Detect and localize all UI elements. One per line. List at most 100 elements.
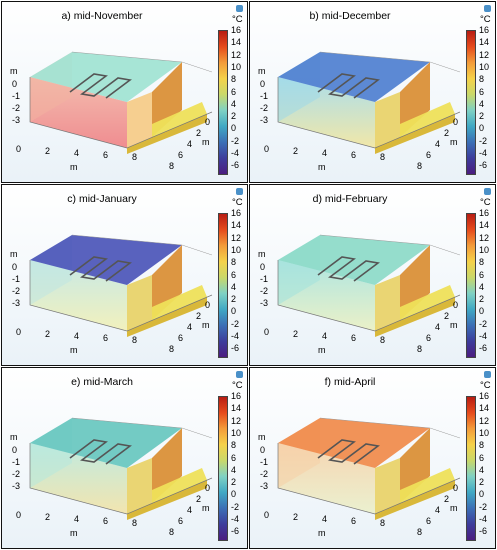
colorbar xyxy=(466,396,476,541)
colorbar-tick-label: 10 xyxy=(231,244,242,255)
y-tick-label: 2 xyxy=(444,494,449,504)
x-tick-label: 4 xyxy=(74,514,79,524)
x-axis-label: m xyxy=(318,345,326,355)
x-tick-label: 8 xyxy=(132,518,137,528)
y-tick-label: 0 xyxy=(205,117,210,127)
colorbar-tick-label: 16 xyxy=(231,25,242,35)
panel-title: e) mid-March xyxy=(71,376,133,388)
y-axis-label: m xyxy=(450,503,458,513)
panel-title: f) mid-April xyxy=(324,376,376,388)
y-tick-label: 2 xyxy=(444,128,449,138)
colorbar-tick-label: -2 xyxy=(231,501,240,512)
app-logo-icon xyxy=(484,5,491,12)
colorbar xyxy=(218,30,228,175)
x-tick-label: 0 xyxy=(264,327,269,337)
building-side xyxy=(152,428,182,503)
colorbar-tick-label: -6 xyxy=(231,343,240,354)
building-wall xyxy=(127,92,152,148)
z-tick-label: -3 xyxy=(12,115,20,125)
z-tick-label: -2 xyxy=(12,286,20,296)
app-logo-icon xyxy=(236,5,243,12)
colorbar-tick-label: -2 xyxy=(479,318,488,329)
colorbar-tick-label: 14 xyxy=(479,37,490,48)
heat-exchanger-coil xyxy=(69,439,132,465)
foundation-step-front xyxy=(127,480,207,520)
z-tick-label: 0 xyxy=(260,79,265,89)
y-axis-label: m xyxy=(202,137,210,147)
panel-title: b) mid-December xyxy=(309,10,391,22)
z-axis-label: m xyxy=(10,66,18,76)
foundation-step xyxy=(152,102,207,137)
x-tick-label: 6 xyxy=(103,516,108,526)
z-axis-label: m xyxy=(258,66,266,76)
y-tick-label: 8 xyxy=(417,527,422,537)
x-tick-label: 4 xyxy=(322,514,327,524)
foundation-step-front xyxy=(375,114,455,154)
y-tick-label: 0 xyxy=(205,300,210,310)
y-tick-label: 0 xyxy=(453,117,458,127)
x-tick-label: 0 xyxy=(16,510,21,520)
z-tick-label: -3 xyxy=(260,115,268,125)
app-logo-icon xyxy=(236,371,243,378)
x-tick-label: 2 xyxy=(293,146,298,156)
building-wall xyxy=(375,92,400,148)
colorbar xyxy=(466,30,476,175)
y-tick-label: 8 xyxy=(169,527,174,537)
colorbar-tick-label: 8 xyxy=(479,74,485,85)
x-tick-label: 8 xyxy=(380,335,385,345)
colorbar-tick-label: 16 xyxy=(479,208,490,218)
heat-exchanger-coil xyxy=(317,439,380,465)
colorbar-tick-label: 16 xyxy=(231,208,242,218)
colorbar-tick-label: -4 xyxy=(231,148,240,158)
x-axis-label: m xyxy=(318,528,326,538)
z-tick-label: 0 xyxy=(12,79,17,89)
y-tick-label: 4 xyxy=(435,322,440,332)
colorbar-tick-label: -4 xyxy=(479,514,488,524)
foundation-step xyxy=(400,468,455,503)
y-tick-label: 2 xyxy=(196,128,201,138)
panel-5: e) mid-March 0 -1 -2 -3 m 0 2 4 6 8 m 0 2 4 6 8 m °C 16 14 12… xyxy=(1,367,248,549)
colorbar-tick-label: 14 xyxy=(479,220,490,231)
colorbar-tick-label: 10 xyxy=(231,61,242,72)
y-tick-label: 8 xyxy=(417,344,422,354)
colorbar-ticks: 16 14 12 10 8 6 4 2 0 -2 -4 -6 xyxy=(479,209,495,358)
colorbar-tick-label: 12 xyxy=(479,49,490,60)
colorbar-tick-label: -2 xyxy=(479,501,488,512)
colorbar xyxy=(218,213,228,358)
z-axis-label: m xyxy=(258,432,266,442)
x-tick-label: 8 xyxy=(380,518,385,528)
x-tick-label: 6 xyxy=(351,516,356,526)
colorbar-unit: °C xyxy=(480,380,491,391)
x-tick-label: 4 xyxy=(322,331,327,341)
colorbar-tick-label: 0 xyxy=(231,306,237,317)
foundation-step-front xyxy=(127,297,207,337)
y-tick-label: 0 xyxy=(205,483,210,493)
colorbar-tick-label: 6 xyxy=(479,86,485,97)
y-tick-label: 8 xyxy=(169,344,174,354)
colorbar-tick-label: 10 xyxy=(479,61,490,72)
building-side xyxy=(400,245,430,320)
colorbar-tick-label: 4 xyxy=(231,281,237,292)
panel-2: b) mid-December 0 -1 -2 -3 m 0 2 4 6 8 m 0 2 4 6 8 m °C 16 1… xyxy=(249,1,496,183)
x-tick-label: 0 xyxy=(264,510,269,520)
foundation-step xyxy=(400,285,455,320)
axis-frame xyxy=(277,77,461,149)
heat-exchanger-coil xyxy=(317,73,380,99)
colorbar-tick-label: 2 xyxy=(231,477,237,488)
colorbar-tick-label: -6 xyxy=(231,526,240,537)
x-tick-label: 8 xyxy=(132,152,137,162)
colorbar-tick-label: 8 xyxy=(479,440,485,451)
colorbar-tick-label: 8 xyxy=(231,440,237,451)
colorbar-tick-label: 0 xyxy=(231,489,237,500)
y-tick-label: 6 xyxy=(426,516,431,526)
colorbar-tick-label: 6 xyxy=(231,269,237,280)
colorbar-tick-label: 4 xyxy=(479,464,485,475)
z-tick-label: -3 xyxy=(260,298,268,308)
colorbar-tick-label: 16 xyxy=(231,391,242,401)
x-tick-label: 2 xyxy=(293,329,298,339)
z-tick-label: 0 xyxy=(260,262,265,272)
